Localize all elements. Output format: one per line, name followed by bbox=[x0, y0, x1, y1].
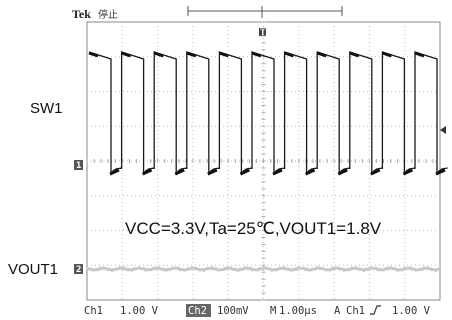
ch1-ground-marker: 1 bbox=[74, 160, 83, 171]
sw1-waveform bbox=[88, 51, 448, 176]
rising-edge-icon bbox=[370, 305, 381, 315]
brand-logo: Tek bbox=[72, 7, 91, 21]
vout1-ripple-waveform bbox=[86, 265, 441, 273]
readout-bar: Ch1 1.00 V Ch2 100mV M 1.00µs A Ch1 1.00… bbox=[84, 304, 431, 317]
trigger-level: 1.00 V bbox=[392, 305, 431, 317]
record-position-bracket bbox=[187, 6, 343, 18]
graticule-grid bbox=[86, 21, 441, 301]
trigger-position-marker: T bbox=[259, 28, 266, 38]
svg-text:T: T bbox=[260, 28, 266, 38]
ch1-readout-label: Ch1 bbox=[84, 305, 103, 317]
svg-text:1: 1 bbox=[76, 161, 81, 171]
vout1-label: VOUT1 bbox=[8, 261, 58, 278]
sw1-label: SW1 bbox=[30, 100, 63, 117]
timebase-label: M bbox=[270, 305, 276, 317]
timebase-scale: 1.00µs bbox=[279, 305, 317, 317]
acquisition-status: 停止 bbox=[98, 8, 118, 21]
trigger-source: Ch1 bbox=[346, 305, 365, 317]
ch2-ground-marker: 2 bbox=[74, 264, 83, 275]
test-conditions-label: VCC=3.3V,Ta=25℃,VOUT1=1.8V bbox=[125, 219, 382, 238]
svg-text:2: 2 bbox=[76, 265, 81, 275]
ch2-readout-label: Ch2 bbox=[188, 305, 207, 317]
trigger-mode: A bbox=[334, 305, 341, 317]
ch1-scale: 1.00 V bbox=[120, 305, 159, 317]
sw1-pulse-tops bbox=[88, 51, 446, 176]
ch2-scale: 100mV bbox=[217, 305, 249, 317]
trigger-level-arrow bbox=[440, 126, 446, 134]
